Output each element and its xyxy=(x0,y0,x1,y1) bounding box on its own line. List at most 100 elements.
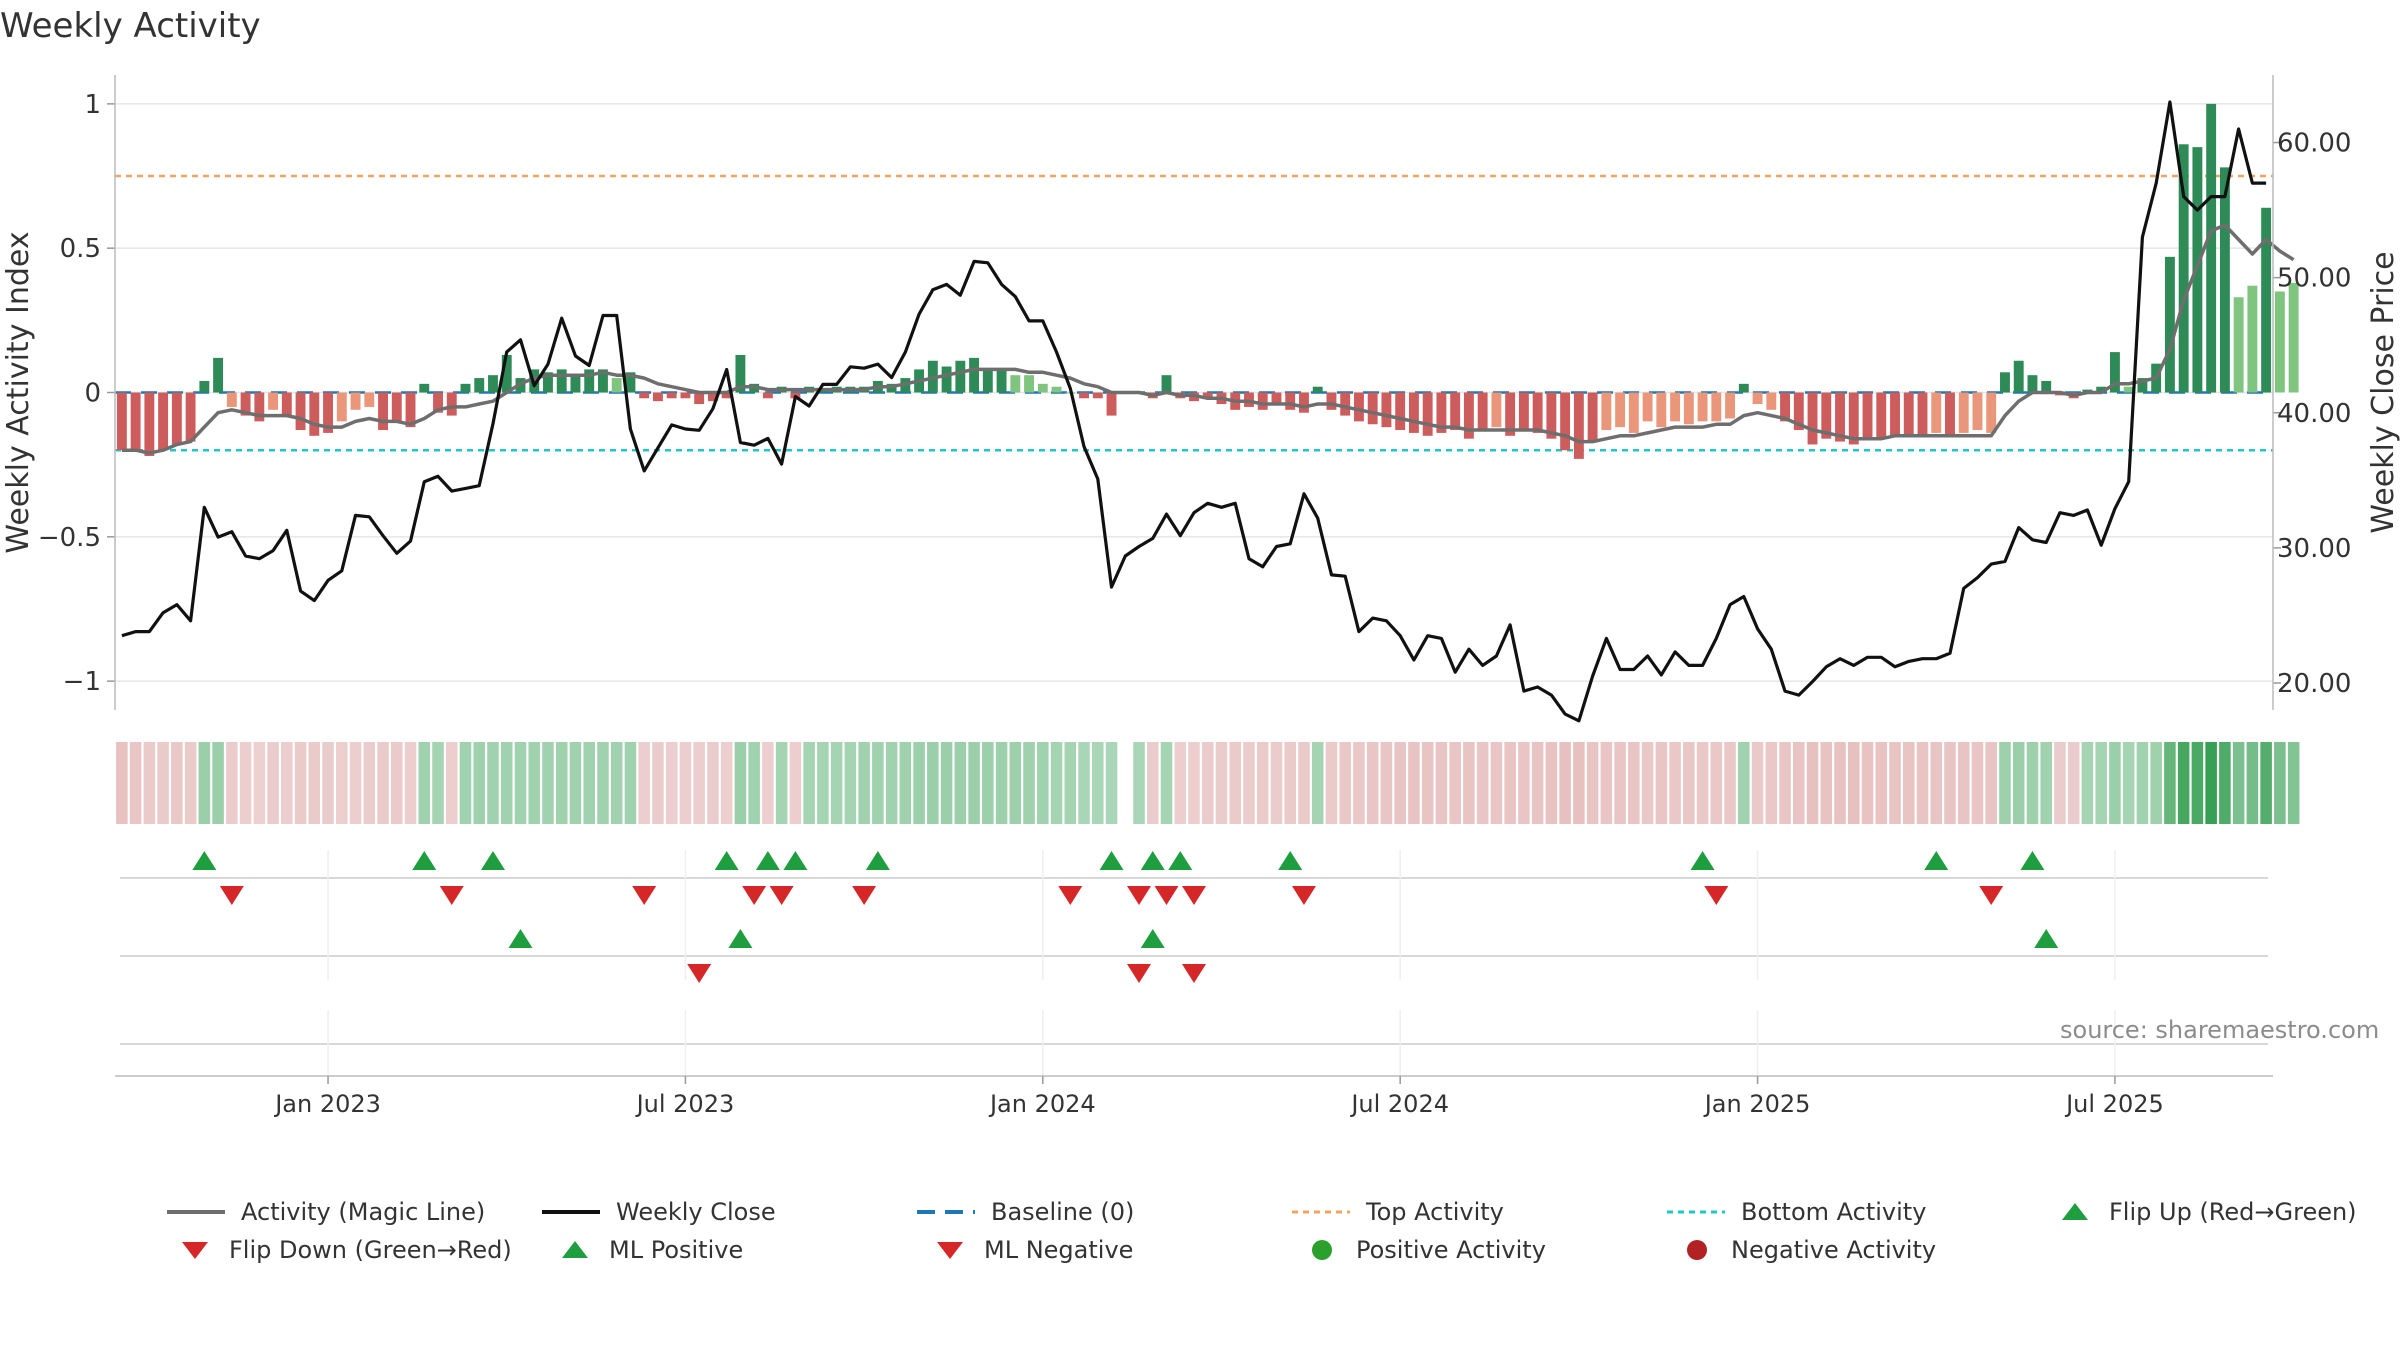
legend-item-flip-up[interactable]: Flip Up (Red→Green) xyxy=(2055,1198,2357,1226)
activity-bar xyxy=(1711,392,1722,422)
activity-bar xyxy=(2261,207,2272,393)
activity-bar xyxy=(309,392,320,436)
activity-bar xyxy=(1587,392,1598,442)
magic-line-layer xyxy=(121,223,2295,455)
legend-item-positive-activity[interactable]: Positive Activity xyxy=(1302,1236,1546,1264)
heat-cell xyxy=(1586,742,1599,824)
heat-cell xyxy=(2026,742,2039,824)
activity-bar xyxy=(694,392,705,405)
legend-label: Baseline (0) xyxy=(991,1198,1135,1226)
axes: 1 0.5 0 −0.5 −1 60.00 50.00 40.00 30.00 20.00 Week… xyxy=(1,75,2400,710)
activity-bar xyxy=(1106,392,1117,416)
heat-cell xyxy=(1174,742,1187,824)
heat-cell xyxy=(171,742,183,824)
activity-bar xyxy=(378,392,388,431)
y-tick-label: −0.5 xyxy=(38,523,101,553)
heat-cell xyxy=(1793,742,1805,824)
heat-cell xyxy=(1188,742,1200,824)
heat-cell xyxy=(1834,742,1846,824)
heat-cell xyxy=(2177,742,2190,824)
activity-bar xyxy=(1835,392,1845,442)
activity-bar xyxy=(295,392,306,431)
activity-bar xyxy=(611,378,622,393)
activity-bar xyxy=(1051,386,1062,393)
heat-cell xyxy=(2287,742,2300,824)
heat-cell xyxy=(1628,742,1640,824)
x-tick-label: Jul 2023 xyxy=(635,1090,735,1118)
heat-cell xyxy=(844,742,857,824)
flip-down-marker xyxy=(1182,886,1206,905)
heat-strip xyxy=(116,742,2300,824)
activity-bar xyxy=(1436,392,1447,433)
heat-cell xyxy=(982,742,994,824)
heat-cell xyxy=(143,742,156,824)
heat-cell xyxy=(1600,742,1613,824)
flip-down-marker xyxy=(1291,886,1316,905)
activity-bar xyxy=(1491,392,1502,428)
heat-cell xyxy=(336,742,348,824)
heat-cell xyxy=(349,742,362,824)
legend-item-baseline[interactable]: Baseline (0) xyxy=(915,1198,1134,1226)
activity-bar xyxy=(982,369,993,393)
activity-bar xyxy=(199,380,210,393)
activity-bar xyxy=(2206,103,2217,393)
activity-bar xyxy=(1903,392,1914,436)
heat-cell xyxy=(1256,742,1269,824)
heat-cell xyxy=(1518,742,1530,824)
heat-cell xyxy=(1009,742,1022,824)
heat-cell xyxy=(665,742,678,824)
activity-bar xyxy=(1560,392,1571,451)
y2-tick-label: 40.00 xyxy=(2277,399,2351,429)
heat-cell xyxy=(2150,742,2162,824)
x-tick-label: Jan 2023 xyxy=(273,1090,381,1118)
flip-up-marker xyxy=(1924,851,1949,870)
y-tick-label: 0.5 xyxy=(60,234,101,264)
heat-cell xyxy=(1408,742,1420,824)
activity-bar xyxy=(350,392,361,410)
heat-cell xyxy=(2067,742,2080,824)
heat-cell xyxy=(1696,742,1709,824)
heat-cell xyxy=(817,742,829,824)
triangle-up-icon xyxy=(562,1241,588,1258)
legend-item-weekly-close[interactable]: Weekly Close xyxy=(540,1198,776,1226)
legend-item-top-activity[interactable]: Top Activity xyxy=(1290,1198,1504,1226)
activity-bar xyxy=(762,392,773,399)
heat-cell xyxy=(2260,742,2272,824)
activity-bar xyxy=(1821,392,1832,439)
activity-bar xyxy=(1299,392,1309,413)
circle-red-icon xyxy=(1687,1240,1707,1260)
legend-item-ml-positive[interactable]: ML Positive xyxy=(555,1236,743,1264)
heat-cell xyxy=(2054,742,2066,824)
activity-bar xyxy=(2164,256,2175,393)
heat-cell xyxy=(1078,742,1090,824)
heat-cell xyxy=(294,742,307,824)
legend-item-flip-down[interactable]: Flip Down (Green→Red) xyxy=(175,1236,512,1264)
heat-cell xyxy=(569,742,582,824)
heat-cell xyxy=(528,742,541,824)
activity-bar xyxy=(652,392,663,402)
heat-cell xyxy=(1779,742,1791,824)
activity-bar xyxy=(1917,392,1928,436)
legend-item-magic-line[interactable]: Activity (Magic Line) xyxy=(165,1198,485,1226)
heat-cell xyxy=(1683,742,1695,824)
heat-cell xyxy=(1353,742,1365,824)
heat-cell xyxy=(253,742,266,824)
heat-cell xyxy=(1641,742,1654,824)
activity-bar xyxy=(1285,392,1296,410)
flip-up-marker xyxy=(714,851,739,870)
ml-negative-marker xyxy=(1127,964,1152,983)
flip-up-marker xyxy=(1168,851,1193,870)
legend-item-negative-activity[interactable]: Negative Activity xyxy=(1677,1236,1936,1264)
heat-cell xyxy=(624,742,637,824)
heat-cell xyxy=(2095,742,2107,824)
legend-item-bottom-activity[interactable]: Bottom Activity xyxy=(1665,1198,1926,1226)
flip-up-marker xyxy=(1278,851,1303,870)
heat-cell xyxy=(1999,742,2011,824)
legend-item-ml-negative[interactable]: ML Negative xyxy=(930,1236,1133,1264)
heat-cell xyxy=(954,742,967,824)
activity-bar xyxy=(1931,392,1942,433)
activity-bar xyxy=(405,392,416,428)
activity-bar xyxy=(1505,392,1516,436)
activity-bars xyxy=(116,103,2299,459)
top-line-swatch-icon xyxy=(1292,1210,1350,1214)
